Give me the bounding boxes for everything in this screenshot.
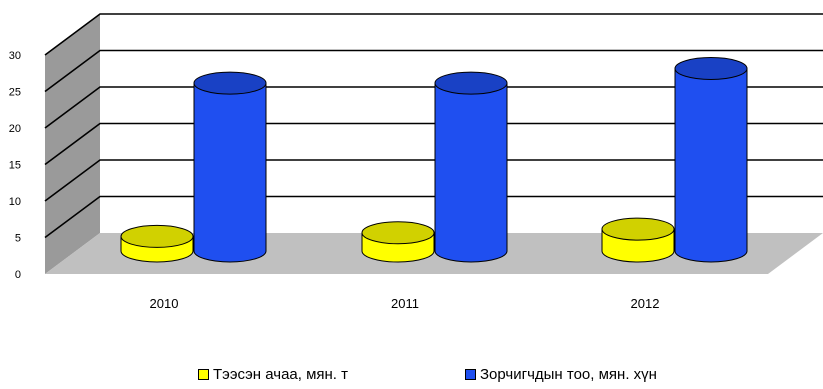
gridline (44, 86, 823, 129)
y-tick-label: 15 (9, 160, 21, 172)
bar-top (361, 221, 435, 245)
gridline (44, 122, 823, 166)
y-tick-label: 30 (9, 50, 21, 62)
x-axis-labels: 2010 2011 2012 (150, 296, 660, 311)
bar-top (434, 71, 508, 95)
bar-top (674, 57, 748, 80)
legend-label-passengers: Зорчигчдын тоо, мян. хүн (480, 366, 657, 383)
bar-cargo-2011 (361, 221, 435, 263)
y-tick-label: 20 (9, 123, 21, 135)
gridline (44, 195, 823, 239)
bar-top (193, 71, 267, 95)
legend-label-cargo: Тээсэн ачаа, мян. т (213, 366, 349, 383)
bar-passengers-2010 (193, 71, 267, 263)
x-tick-label: 2011 (391, 296, 419, 311)
x-tick-label: 2012 (631, 296, 660, 311)
y-tick-label: 5 (15, 233, 21, 245)
gridlines (44, 13, 823, 239)
y-tick-label: 25 (9, 87, 21, 99)
gridline (44, 159, 823, 202)
bar-cargo-2012 (601, 217, 675, 263)
x-tick-label: 2010 (150, 296, 179, 311)
bar-passengers-2012 (674, 57, 748, 263)
bar-body (193, 82, 267, 263)
legend-item-cargo: Тээсэн ачаа, мян. т (198, 366, 348, 383)
bar-passengers-2011 (434, 71, 508, 263)
gridline (44, 13, 823, 56)
y-axis-ticks: 0 5 10 15 20 25 30 (9, 50, 21, 281)
bar-body (674, 68, 748, 263)
bar-cargo-2010 (120, 224, 194, 263)
y-tick-label: 0 (15, 269, 21, 281)
bar-top (120, 224, 194, 248)
y-tick-label: 10 (9, 196, 21, 208)
legend-swatch-passengers (465, 369, 476, 380)
bars (120, 57, 748, 263)
gridline (44, 49, 823, 93)
bar-top (601, 217, 675, 241)
bar-body (434, 82, 508, 263)
legend-swatch-cargo (198, 369, 209, 380)
legend-item-passengers: Зорчигчдын тоо, мян. хүн (465, 366, 657, 383)
legend: Тээсэн ачаа, мян. т Зорчигчдын тоо, мян.… (0, 366, 823, 386)
